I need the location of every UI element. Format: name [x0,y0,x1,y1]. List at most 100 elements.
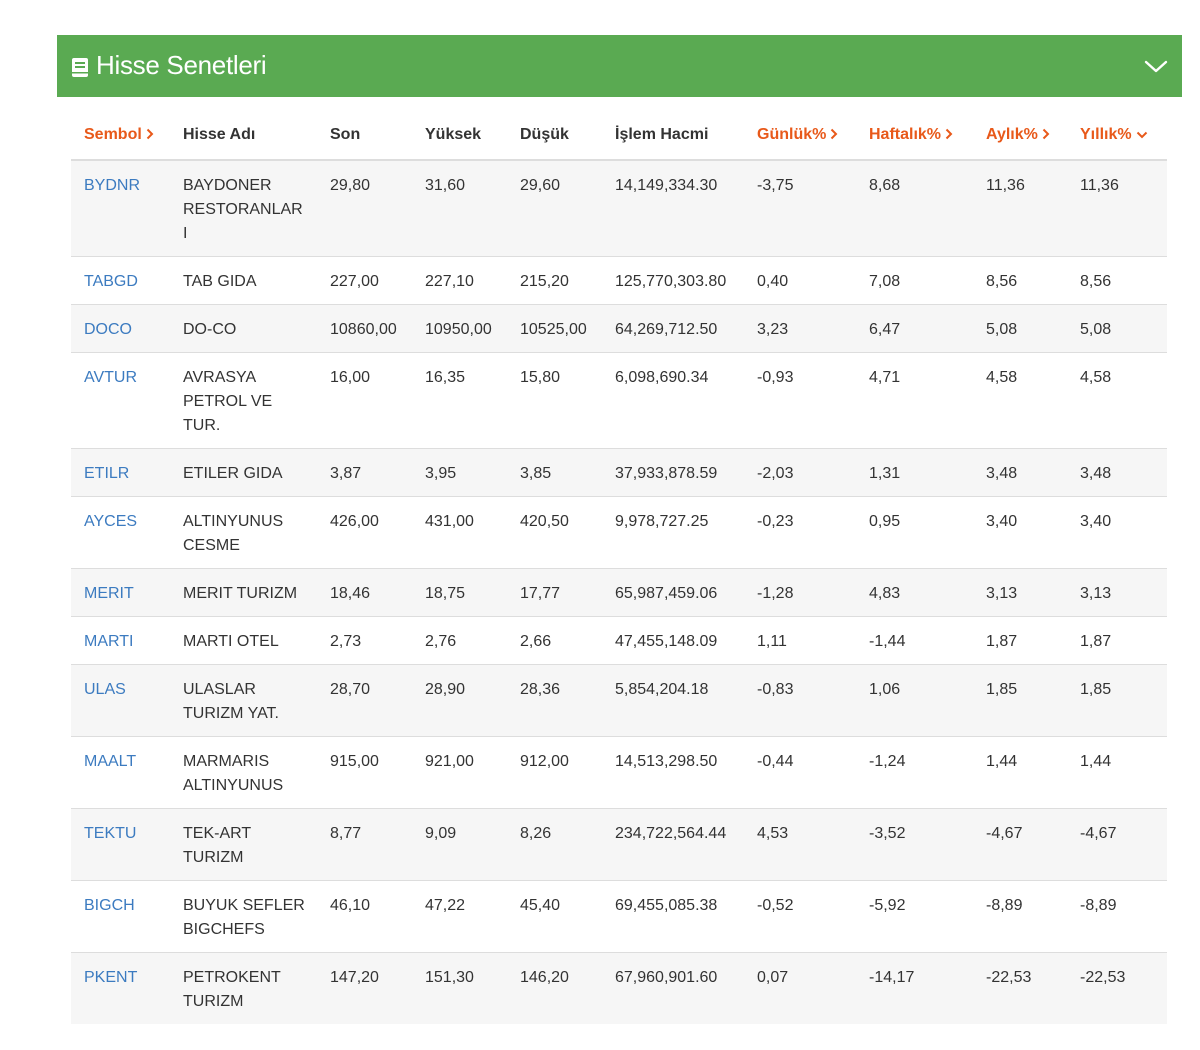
cell-son: 8,77 [317,808,412,881]
cell-islem-hacmi: 125,770,303.80 [602,256,744,305]
cell-name: DO-CO [170,304,317,353]
cell-yuksek: 10950,00 [412,304,507,353]
cell-son: 29,80 [317,160,412,257]
cell-aylik: 3,40 [973,496,1067,569]
cell-islem-hacmi: 69,455,085.38 [602,880,744,953]
cell-haftalik: 1,31 [856,448,973,497]
cell-name: ETILER GIDA [170,448,317,497]
cell-yuksek: 9,09 [412,808,507,881]
symbol-link[interactable]: BYDNR [84,177,141,194]
cell-haftalik: 8,68 [856,160,973,257]
cell-son: 28,70 [317,664,412,737]
cell-aylik: 1,44 [973,736,1067,809]
cell-name: PETROKENT TURIZM [170,952,317,1024]
symbol-link[interactable]: AVTUR [84,369,138,386]
cell-gunluk: 3,23 [744,304,856,353]
cell-symbol: BIGCH [71,880,170,953]
cell-haftalik: -1,24 [856,736,973,809]
cell-yuksek: 227,10 [412,256,507,305]
cell-haftalik: 6,47 [856,304,973,353]
chevron-right-icon [945,127,953,145]
cell-name: ALTINYUNUS CESME [170,496,317,569]
table-row: BYDNR BAYDONER RESTORANLARI 29,80 31,60 29,6… [71,160,1167,257]
cell-aylik: 1,85 [973,664,1067,737]
header-sembol-label: Sembol [84,125,142,143]
symbol-link[interactable]: MARTI [84,633,134,650]
cell-aylik: 8,56 [973,256,1067,305]
symbol-link[interactable]: TABGD [84,273,138,290]
cell-yuksek: 2,76 [412,616,507,665]
cell-aylik: 11,36 [973,160,1067,257]
cell-name: MARTI OTEL [170,616,317,665]
cell-islem-hacmi: 234,722,564.44 [602,808,744,881]
cell-aylik: 3,48 [973,448,1067,497]
cell-islem-hacmi: 5,854,204.18 [602,664,744,737]
cell-dusuk: 3,85 [507,448,602,497]
cell-yuksek: 16,35 [412,352,507,449]
header-hisse-adi: Hisse Adı [170,111,317,161]
header-haftalik[interactable]: Haftalık% [856,111,973,161]
symbol-link[interactable]: ULAS [84,681,126,698]
cell-dusuk: 146,20 [507,952,602,1024]
cell-haftalik: 4,83 [856,568,973,617]
table-row: BIGCH BUYUK SEFLER BIGCHEFS 46,10 47,22 45,4… [71,880,1167,953]
table-row: MAALT MARMARIS ALTINYUNUS 915,00 921,00 912,… [71,736,1167,809]
cell-yuksek: 3,95 [412,448,507,497]
cell-son: 227,00 [317,256,412,305]
stocks-table: Sembol Hisse Adı Son Yüksek Düşük İşlem … [71,111,1167,1024]
table-row: PKENT PETROKENT TURIZM 147,20 151,30 146,20 6… [71,952,1167,1024]
header-yillik[interactable]: Yıllık% [1067,111,1167,161]
cell-gunluk: -0,23 [744,496,856,569]
cell-name: BUYUK SEFLER BIGCHEFS [170,880,317,953]
cell-yuksek: 28,90 [412,664,507,737]
symbol-link[interactable]: PKENT [84,969,138,986]
cell-islem-hacmi: 37,933,878.59 [602,448,744,497]
table-row: ETILR ETILER GIDA 3,87 3,95 3,85 37,933,878.5… [71,448,1167,497]
symbol-link[interactable]: BIGCH [84,897,135,914]
cell-symbol: MERIT [71,568,170,617]
cell-name: TEK-ART TURIZM [170,808,317,881]
cell-yillik: -8,89 [1067,880,1167,953]
symbol-link[interactable]: MAALT [84,753,137,770]
symbol-link[interactable]: DOCO [84,321,132,338]
cell-islem-hacmi: 65,987,459.06 [602,568,744,617]
header-aylik-label: Aylık% [986,125,1038,143]
header-aylik[interactable]: Aylık% [973,111,1067,161]
cell-islem-hacmi: 14,513,298.50 [602,736,744,809]
table-row: DOCO DO-CO 10860,00 10950,00 10525,00 64,269,… [71,304,1167,353]
cell-yuksek: 921,00 [412,736,507,809]
cell-yillik: 1,44 [1067,736,1167,809]
chevron-down-icon[interactable] [1144,57,1168,75]
cell-haftalik: 4,71 [856,352,973,449]
cell-yillik: 3,48 [1067,448,1167,497]
cell-symbol: MAALT [71,736,170,809]
header-sembol[interactable]: Sembol [71,111,170,161]
symbol-link[interactable]: TEKTU [84,825,137,842]
cell-dusuk: 45,40 [507,880,602,953]
cell-son: 3,87 [317,448,412,497]
cell-name: BAYDONER RESTORANLARI [170,160,317,257]
cell-yillik: 5,08 [1067,304,1167,353]
cell-yillik: 1,85 [1067,664,1167,737]
cell-gunluk: -0,93 [744,352,856,449]
cell-gunluk: -0,44 [744,736,856,809]
cell-symbol: DOCO [71,304,170,353]
cell-yillik: 11,36 [1067,160,1167,257]
cell-haftalik: 1,06 [856,664,973,737]
chevron-right-icon [146,127,154,145]
cell-dusuk: 17,77 [507,568,602,617]
cell-dusuk: 15,80 [507,352,602,449]
header-gunluk[interactable]: Günlük% [744,111,856,161]
cell-gunluk: 1,11 [744,616,856,665]
cell-islem-hacmi: 64,269,712.50 [602,304,744,353]
table-row: AVTUR AVRASYA PETROL VE TUR. 16,00 16,35 15,… [71,352,1167,449]
cell-symbol: TABGD [71,256,170,305]
symbol-link[interactable]: ETILR [84,465,130,482]
header-son: Son [317,111,412,161]
cell-gunluk: 4,53 [744,808,856,881]
symbol-link[interactable]: AYCES [84,513,138,530]
chevron-right-icon [830,127,838,145]
symbol-link[interactable]: MERIT [84,585,134,602]
cell-haftalik: -3,52 [856,808,973,881]
cell-haftalik: -1,44 [856,616,973,665]
